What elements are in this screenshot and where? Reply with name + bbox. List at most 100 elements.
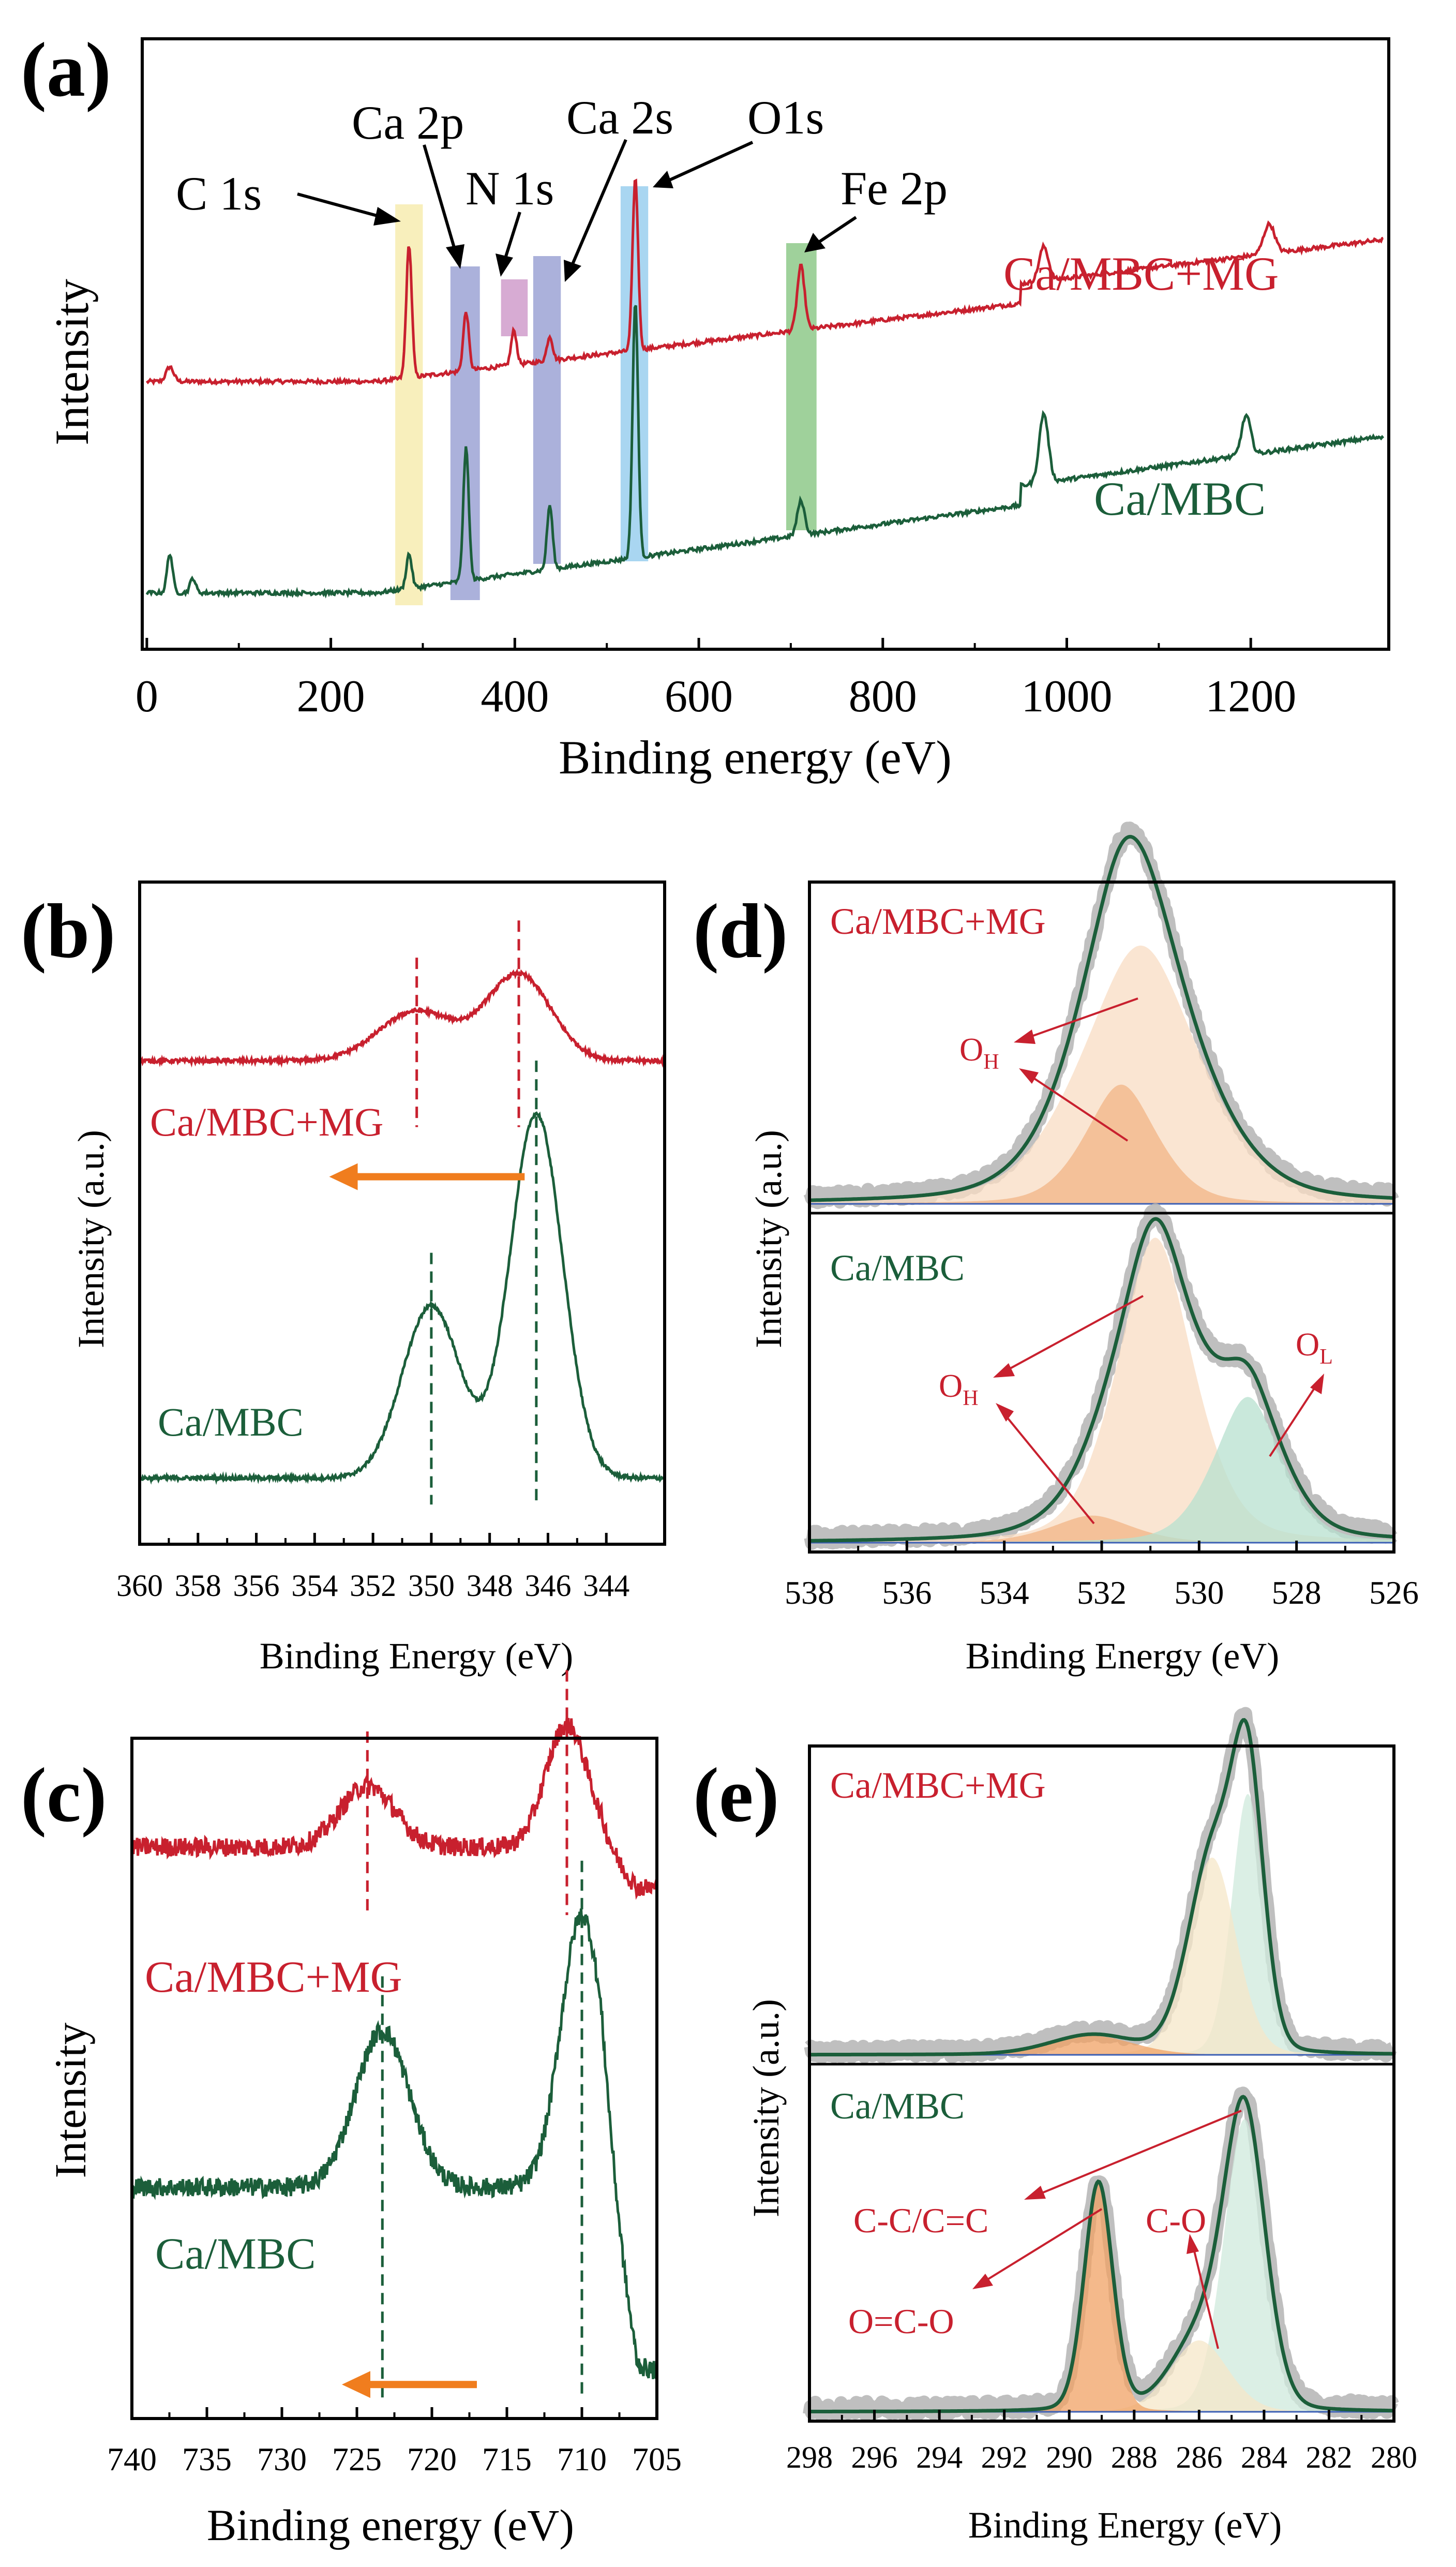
label-oco: O=C-O [848,2302,954,2341]
y-axis-label: Intensity [46,279,98,445]
x-tick-label: 296 [851,2440,898,2474]
fit-component-o-c-o [809,2183,1394,2412]
x-tick-label: 1000 [1021,671,1112,722]
x-tick-label: 1200 [1205,671,1296,722]
shift-arrowhead [342,2371,370,2398]
fit-component-c-o [809,1857,1394,2055]
peak-annotations: C 1s Ca 2p N 1s Ca 2s O1s Fe 2p [176,91,948,282]
legend-ca-mbc-mg: Ca/MBC+MG [830,901,1046,942]
arrowhead-cc-2 [972,2274,993,2289]
legend-ca-mbc: Ca/MBC [155,2229,316,2278]
arrow-oh-bot-1 [1000,1295,1144,1375]
x-tick-label: 346 [524,1569,571,1603]
panel-label-e: (e) [693,1752,779,1838]
plot-frame [130,1737,658,2420]
series-line-0 [145,178,1384,387]
arrowhead-ca2p [446,244,464,269]
fit-component-c-c-c-c [809,1794,1394,2055]
fit-envelope [809,1718,1393,2057]
panel-e-c1s: (e) Ca/MBC+MG Ca/MBC C-C/C=C C-O O=C-O 2… [693,1707,1417,2546]
x-tick-label: 344 [583,1569,629,1603]
x-tick-label: 725 [332,2441,382,2478]
axes: 298 296 294 292 290 288 286 284 282 280 [786,1744,1417,2474]
x-tick-label: 298 [786,2440,833,2474]
panel-d-o1s: (d) Ca/MBC+MG Ca/MBC OH OH OL 538 536 5 [693,822,1419,1677]
x-tick-label: 740 [107,2441,157,2478]
ca2p-spectra [138,920,665,1505]
plot-frame [138,880,666,1546]
arrowhead-c1s [373,207,401,226]
x-tick-label: 292 [981,2440,1028,2474]
fe2p-spectra [130,1670,658,2398]
component-annotations: OH OH OL [939,997,1333,1525]
arrowhead-n1s [496,253,513,277]
legend-ca-mbc: Ca/MBC [158,1399,304,1444]
arrow-oh-bot-2 [1000,1409,1095,1525]
arrow-co [1191,2242,1219,2349]
x-tick-label: 280 [1371,2440,1417,2474]
annotation-fe2p: Fe 2p [840,162,948,215]
label-oh-bottom: OH [939,1367,979,1410]
x-tick-label: 730 [257,2441,307,2478]
annotation-o1s: O1s [747,91,824,144]
x-tick-label: 286 [1176,2440,1222,2474]
legend-ca-mbc-mg: Ca/MBC+MG [1003,247,1279,300]
arrow-ol [1269,1380,1320,1457]
series-line-1 [145,305,1385,599]
y-axis-label: Intensity (a.u.) [748,1130,789,1348]
legend-ca-mbc: Ca/MBC [1094,472,1266,525]
axes: 538 536 534 532 530 528 526 [785,880,1419,1611]
band-fe2p [786,243,817,530]
fit-component-c-c-c-c [809,2119,1394,2412]
arrow-fe2p [816,216,857,245]
x-tick-label: 720 [407,2441,457,2478]
y-axis-label: Intensity [46,2023,95,2178]
x-axis-label: Binding energy (eV) [207,2500,574,2550]
x-tick-label: 534 [980,1574,1029,1611]
survey-spectra [145,178,1385,599]
annotation-n1s: N 1s [466,162,554,215]
x-tick-label: 400 [481,671,549,722]
series-line-1 [138,1111,665,1485]
arrowhead-oh-bot-1 [993,1363,1015,1378]
fit-component-o-h [809,945,1394,1204]
x-tick-label: 705 [632,2441,682,2478]
arrowhead-ca2s [564,260,581,282]
x-tick-label: 294 [916,2440,963,2474]
x-tick-label: 356 [233,1569,280,1603]
plot-frame [141,37,1390,651]
x-tick-label: 200 [297,671,365,722]
x-tick-label: 354 [291,1569,338,1603]
x-tick-label: 358 [175,1569,221,1603]
axes: 360 358 356 354 352 350 348 346 344 [116,880,666,1603]
fit-envelope [809,1217,1393,1543]
series-line-0 [130,1717,658,1900]
arrowhead-co [1187,2234,1199,2254]
x-axis-label: Binding Energy (eV) [260,1635,574,1677]
x-tick-label: 282 [1305,2440,1352,2474]
x-tick-label: 284 [1241,2440,1287,2474]
legend-ca-mbc-mg: Ca/MBC+MG [145,1952,402,2002]
series-line-0 [138,968,665,1068]
arrowhead-ol [1310,1374,1324,1394]
fit-component-o-h [809,1237,1394,1543]
x-tick-label: 800 [849,671,917,722]
x-tick-label: 0 [136,671,158,722]
series-line-1 [130,1908,658,2379]
panel-label-c: (c) [21,1752,107,1838]
c1s-fits [803,1707,1399,2421]
label-ol: OL [1296,1326,1333,1369]
x-tick-label: 532 [1077,1574,1127,1611]
legend-ca-mbc-mg: Ca/MBC+MG [150,1099,383,1144]
arrow-o1s [666,141,754,183]
panel-label-a: (a) [21,27,111,113]
arrow-cc-2 [979,2208,1103,2285]
y-axis-label: Intensity (a.u.) [745,1999,787,2217]
arrowhead-cc-1 [1024,2186,1046,2200]
axes: 740 735 730 725 720 715 710 705 [107,1737,682,2478]
arrowhead-o1s [653,171,673,188]
annotation-ca2p: Ca 2p [352,96,464,149]
panel-label-d: (d) [693,888,788,974]
x-tick-label: 360 [116,1569,163,1603]
